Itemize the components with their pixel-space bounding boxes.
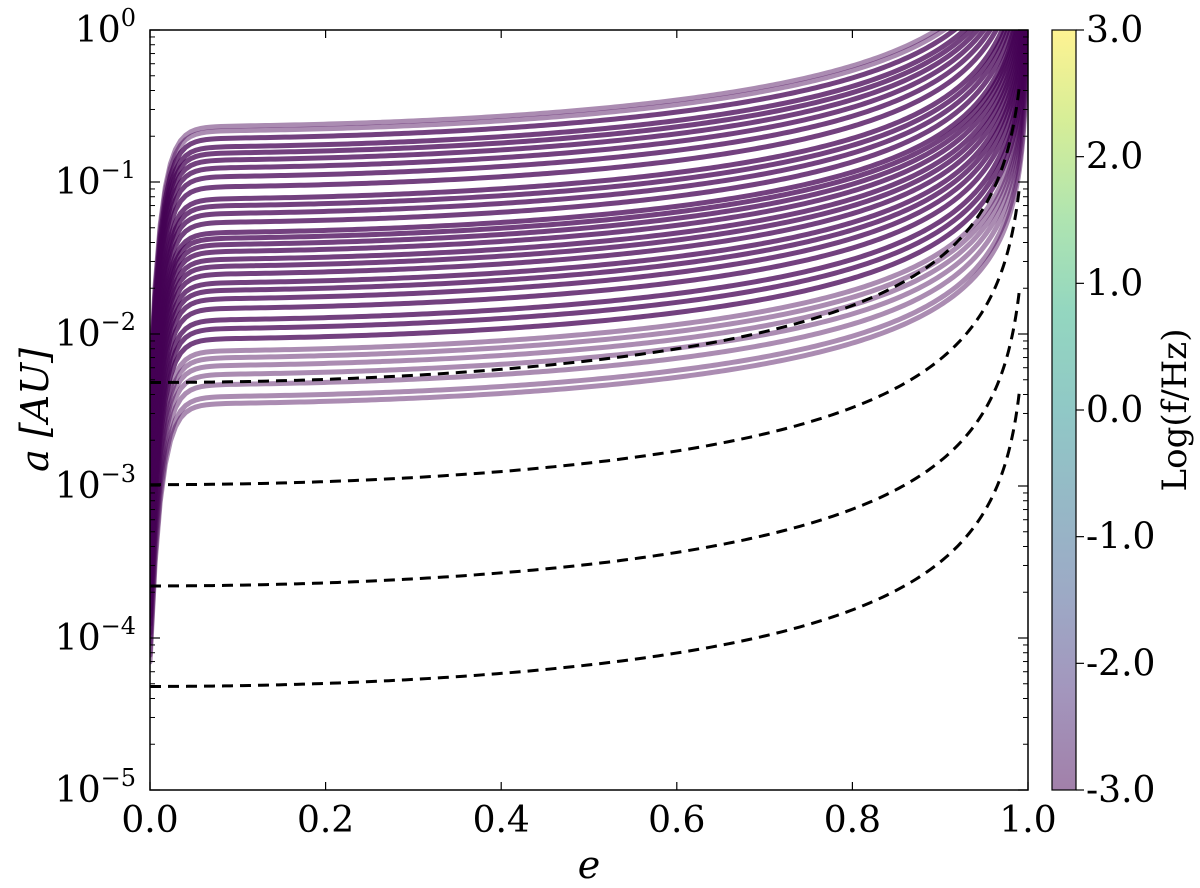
plot-frame bbox=[149, 29, 1029, 791]
evolution-track bbox=[150, 30, 1028, 600]
evolution-track bbox=[150, 30, 1028, 590]
y-axis: 100 10−1 10−2 10−3 10−4 10−5 bbox=[55, 4, 1028, 811]
evolution-track bbox=[150, 30, 1025, 544]
x-tick-label: 0.6 bbox=[648, 800, 705, 841]
evolution-track bbox=[150, 30, 1008, 467]
dashed-line-1 bbox=[150, 87, 1021, 384]
evolution-track bbox=[150, 30, 1020, 513]
x-tick-label: 0.0 bbox=[121, 800, 178, 841]
x-tick-label: 0.8 bbox=[824, 800, 881, 841]
dashed-line-4 bbox=[150, 392, 1021, 688]
colorbar-tick-label: 3.0 bbox=[1086, 10, 1143, 51]
evolution-track bbox=[150, 30, 1028, 658]
evolution-track bbox=[150, 30, 1028, 619]
y-tick-label: 100 bbox=[75, 4, 136, 51]
y-tick-label: 10−1 bbox=[55, 156, 136, 203]
evolution-track bbox=[150, 30, 1027, 570]
colorbar-tick-label: 1.0 bbox=[1086, 263, 1143, 304]
x-tick-label: 0.4 bbox=[473, 800, 530, 841]
x-axis: 0.0 0.2 0.4 0.6 0.8 1.0 bbox=[121, 30, 1057, 841]
x-tick-label: 1.0 bbox=[999, 800, 1056, 841]
evolution-track bbox=[150, 30, 1028, 581]
evolution-track bbox=[150, 30, 1011, 475]
evolution-track bbox=[150, 30, 959, 400]
plot-area bbox=[150, 30, 1028, 688]
colorbar-tick-label: 2.0 bbox=[1086, 137, 1143, 178]
evolution-track bbox=[150, 30, 975, 415]
colorbar-tick-label: -1.0 bbox=[1086, 517, 1155, 558]
evolution-track bbox=[150, 30, 949, 392]
evolution-track bbox=[150, 30, 981, 422]
evolution-track bbox=[150, 30, 1028, 627]
dashed-line-2 bbox=[150, 188, 1021, 487]
evolution-track bbox=[150, 30, 1005, 460]
colorbar-gradient bbox=[1052, 30, 1076, 790]
evolution-track bbox=[150, 30, 1000, 448]
y-tick-label: 10−5 bbox=[55, 764, 136, 811]
evolution-track bbox=[150, 30, 1016, 494]
evolution-track bbox=[150, 30, 988, 429]
y-tick-label: 10−2 bbox=[55, 308, 136, 355]
evolution-track bbox=[150, 30, 1019, 506]
evolution-track bbox=[150, 30, 994, 438]
colorbar-tick-label: -2.0 bbox=[1086, 643, 1155, 684]
colorbar-label: Log(f/Hz) bbox=[1155, 329, 1195, 492]
y-axis-label: a [AU] bbox=[13, 348, 57, 472]
evolution-track bbox=[150, 30, 1024, 536]
evolution-track bbox=[150, 30, 1018, 500]
evolution-track bbox=[150, 30, 1023, 528]
colorbar-tick-label: 0.0 bbox=[1086, 390, 1143, 431]
evolution-track bbox=[150, 30, 1028, 646]
colorbar: 3.0 2.0 1.0 0.0 -1.0 -2.0 -3.0 bbox=[1051, 10, 1155, 811]
x-axis-label: e bbox=[578, 843, 601, 887]
y-tick-label: 10−3 bbox=[55, 460, 136, 507]
evolution-track bbox=[150, 30, 1014, 484]
evolution-track bbox=[150, 30, 1026, 552]
evolution-track bbox=[150, 32, 1028, 665]
evolution-track bbox=[150, 30, 1026, 560]
colorbar-tick-label: -3.0 bbox=[1086, 770, 1155, 811]
evolution-track bbox=[150, 30, 1022, 521]
evolution-track bbox=[150, 30, 942, 388]
x-tick-label: 0.2 bbox=[297, 800, 354, 841]
evolution-track bbox=[150, 30, 969, 408]
dashed-line-3 bbox=[150, 291, 1021, 588]
y-tick-label: 10−4 bbox=[55, 612, 136, 659]
